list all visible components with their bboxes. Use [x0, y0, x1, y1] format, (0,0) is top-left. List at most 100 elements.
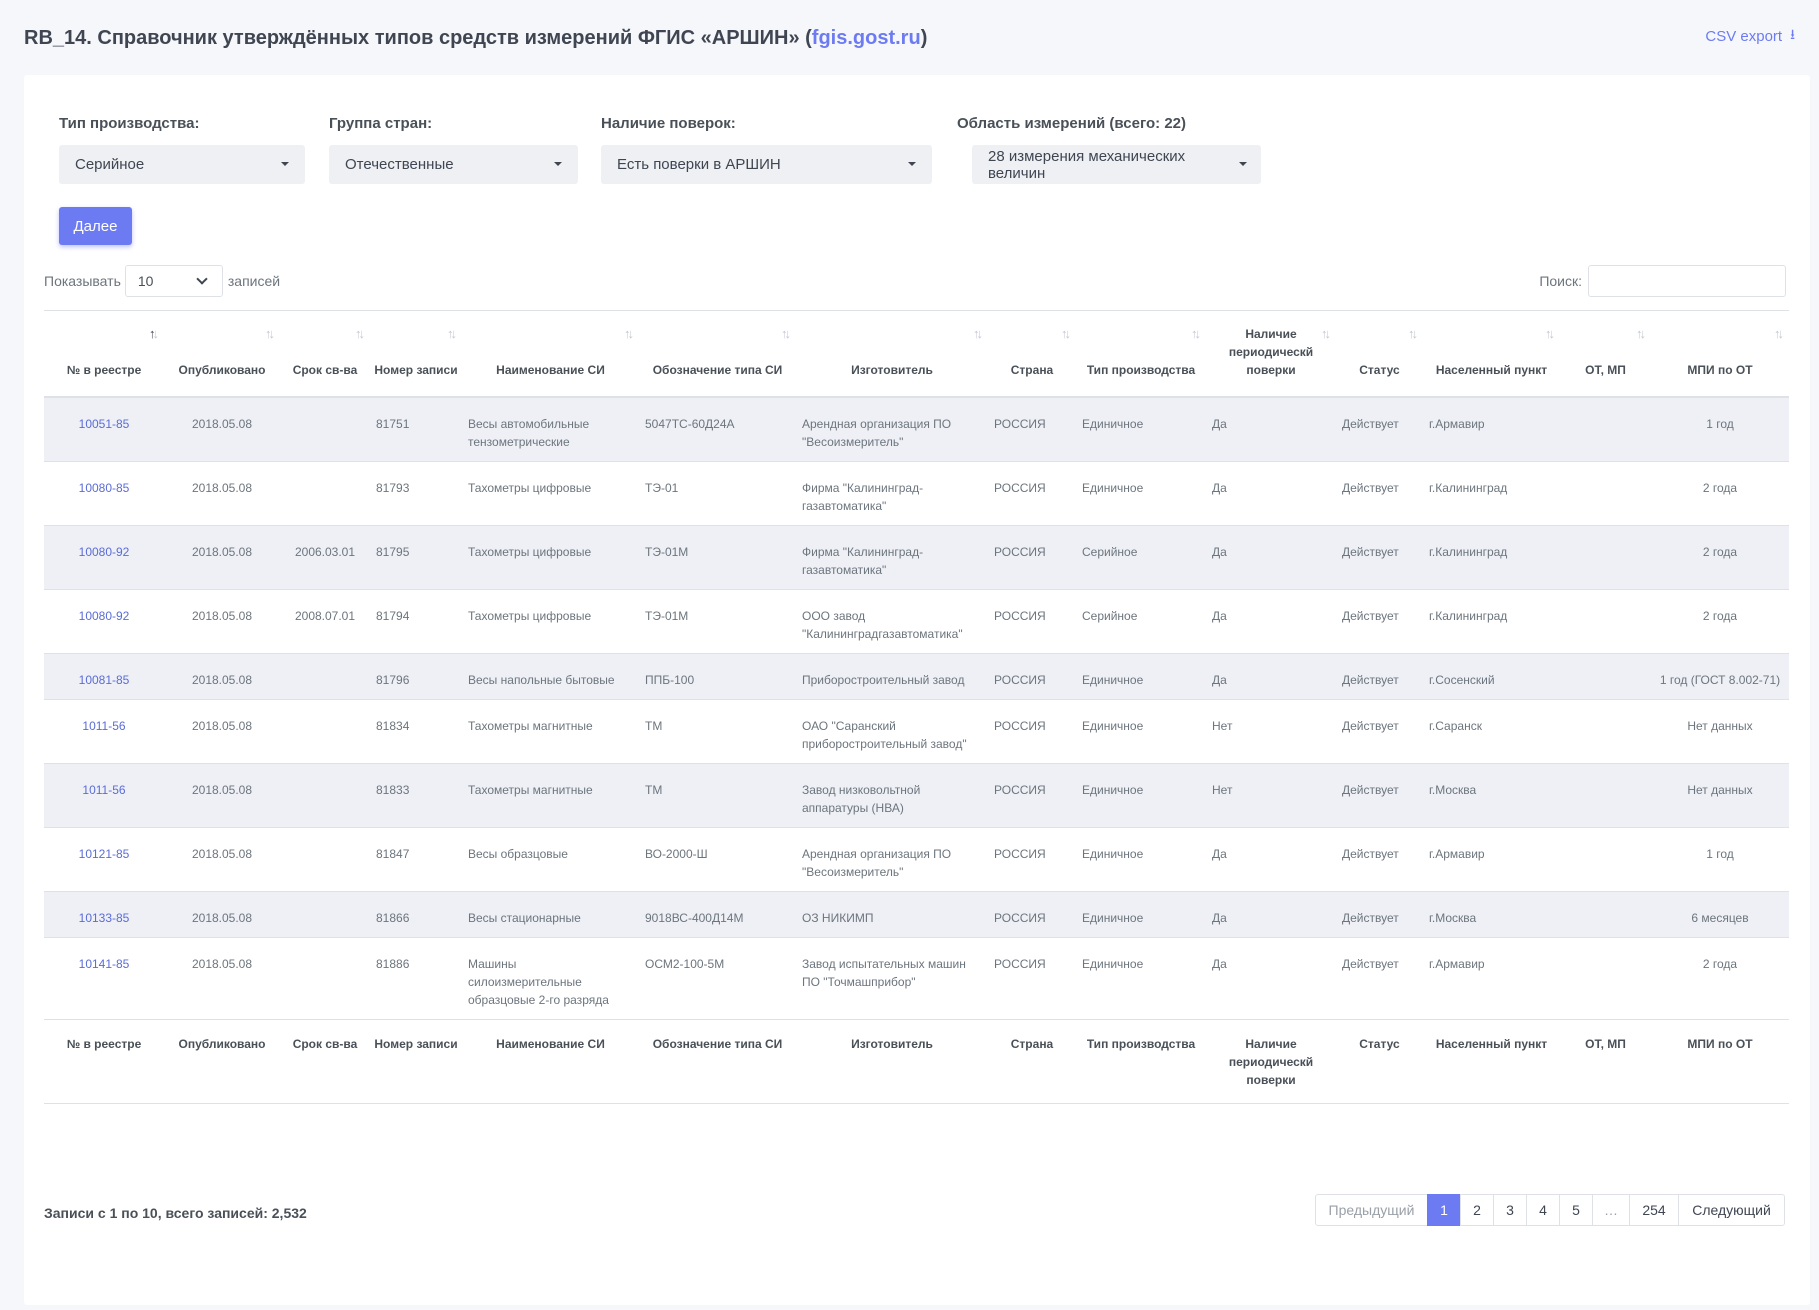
- table-cell: ТЭ-01М: [639, 589, 796, 654]
- registry-number-cell[interactable]: 10080-92: [44, 589, 164, 654]
- page-header: RB_14. Справочник утверждённых типов сре…: [24, 22, 1795, 54]
- table-row[interactable]: 10080-85 2018.05.08 81793 Тахометры цифровы…: [44, 461, 1789, 526]
- table-cell: Приборостроительный завод: [796, 653, 988, 700]
- table-cell: г.Калининград: [1423, 525, 1560, 590]
- registry-number-cell[interactable]: 10141-85: [44, 937, 164, 1020]
- registry-number-link[interactable]: 10081-85: [78, 672, 130, 687]
- table-cell: 81866: [370, 891, 462, 938]
- table-cell: Единичное: [1076, 891, 1206, 938]
- table-cell: Действует: [1336, 461, 1423, 526]
- table-cell: 81886: [370, 937, 462, 1020]
- registry-number-cell[interactable]: 10121-85: [44, 827, 164, 892]
- table-cell: Завод низковольтной аппаратуры (НВА): [796, 763, 988, 828]
- page-button[interactable]: 4: [1526, 1194, 1560, 1226]
- column-header[interactable]: Изготовитель ↑↓: [796, 310, 988, 398]
- registry-number-link[interactable]: 10080-92: [78, 544, 130, 559]
- table-cell: Действует: [1336, 827, 1423, 892]
- registry-number-cell[interactable]: 10133-85: [44, 891, 164, 938]
- table-cell: [280, 763, 370, 828]
- search-input[interactable]: [1588, 265, 1786, 297]
- verification-select[interactable]: Есть поверки в АРШИН: [601, 145, 932, 184]
- table-cell: Весы образцовые: [462, 827, 639, 892]
- prev-page-button[interactable]: Предыдущий: [1315, 1194, 1428, 1226]
- column-header[interactable]: Номер записи ↑↓: [370, 310, 462, 398]
- table-cell: 2 года: [1651, 461, 1789, 526]
- table-cell: ТМ: [639, 763, 796, 828]
- page-button[interactable]: 2: [1460, 1194, 1494, 1226]
- registry-number-cell[interactable]: 10080-85: [44, 461, 164, 526]
- registry-number-link[interactable]: 1011-56: [82, 782, 126, 797]
- table-cell: 2 года: [1651, 937, 1789, 1020]
- column-header[interactable]: ОТ, МП ↑↓: [1560, 310, 1651, 398]
- table-row[interactable]: 10080-92 2018.05.08 2006.03.01 81795 Тахомет…: [44, 525, 1789, 590]
- table-row[interactable]: 10121-85 2018.05.08 81847 Весы образцовые ВО…: [44, 827, 1789, 892]
- table-row[interactable]: 1011-56 2018.05.08 81834 Тахометры магнитны…: [44, 699, 1789, 764]
- table-cell: 81794: [370, 589, 462, 654]
- table-cell: 9018ВС-400Д14М: [639, 891, 796, 938]
- registry-number-cell[interactable]: 1011-56: [44, 763, 164, 828]
- table-cell: ТМ: [639, 699, 796, 764]
- measurement-area-select[interactable]: 28 измерения механических величин: [972, 145, 1261, 184]
- next-page-button[interactable]: Следующий: [1678, 1194, 1785, 1226]
- production-type-select[interactable]: Серийное: [59, 145, 305, 184]
- column-header[interactable]: Наличие периодическй поверки ↑↓: [1206, 310, 1336, 398]
- registry-number-link[interactable]: 10080-92: [78, 608, 130, 623]
- sort-icon: ↑↓: [447, 326, 457, 341]
- table-cell: 2018.05.08: [164, 396, 280, 462]
- column-header[interactable]: Наименование СИ ↑↓: [462, 310, 639, 398]
- page-button[interactable]: 1: [1427, 1194, 1461, 1226]
- registry-number-link[interactable]: 10121-85: [78, 846, 130, 861]
- sort-icon: ↑↓: [973, 326, 983, 341]
- registry-number-link[interactable]: 10080-85: [78, 480, 130, 495]
- table-cell: ТЭ-01: [639, 461, 796, 526]
- table-cell: ОСМ2-100-5М: [639, 937, 796, 1020]
- table-cell: [280, 937, 370, 1020]
- registry-number-cell[interactable]: 10080-92: [44, 525, 164, 590]
- table-cell: г.Армавир: [1423, 827, 1560, 892]
- country-group-select[interactable]: Отечественные: [329, 145, 578, 184]
- last-page-button[interactable]: 254: [1629, 1194, 1679, 1226]
- table-row[interactable]: 10080-92 2018.05.08 2008.07.01 81794 Тахомет…: [44, 589, 1789, 654]
- page-button[interactable]: 3: [1493, 1194, 1527, 1226]
- table-cell: Тахометры цифровые: [462, 461, 639, 526]
- table-row[interactable]: 10141-85 2018.05.08 81886 Машины силоизмери…: [44, 937, 1789, 1020]
- table-row[interactable]: 10081-85 2018.05.08 81796 Весы напольные бы…: [44, 653, 1789, 700]
- registry-number-link[interactable]: 1011-56: [82, 718, 126, 733]
- registry-number-cell[interactable]: 10051-85: [44, 396, 164, 462]
- column-footer: № в реестре: [44, 1018, 164, 1104]
- column-header[interactable]: Опубликовано ↑↓: [164, 310, 280, 398]
- column-header[interactable]: Срок св-ва ↑↓: [280, 310, 370, 398]
- column-header[interactable]: № в реестре ↑↓: [44, 310, 164, 398]
- table-cell: 2018.05.08: [164, 699, 280, 764]
- column-header[interactable]: Тип производства ↑↓: [1076, 310, 1206, 398]
- registry-number-link[interactable]: 10141-85: [78, 956, 130, 971]
- caret-down-icon: [554, 162, 562, 166]
- column-header[interactable]: Статус ↑↓: [1336, 310, 1423, 398]
- column-header[interactable]: Страна ↑↓: [988, 310, 1076, 398]
- table-cell: Действует: [1336, 763, 1423, 828]
- fgis-link[interactable]: fgis.gost.ru: [811, 26, 921, 49]
- registry-number-link[interactable]: 10051-85: [78, 416, 130, 431]
- registry-number-link[interactable]: 10133-85: [78, 910, 130, 925]
- table-cell: Действует: [1336, 699, 1423, 764]
- filters: Тип производства: Серийное Группа стран:…: [59, 115, 1759, 195]
- table-cell: [1560, 396, 1651, 462]
- column-header-label: Срок св-ва: [292, 362, 358, 377]
- column-header[interactable]: Населенный пункт ↑↓: [1423, 310, 1560, 398]
- table-row[interactable]: 10133-85 2018.05.08 81866 Весы стационарные…: [44, 891, 1789, 938]
- table-cell: [1560, 525, 1651, 590]
- page-button[interactable]: 5: [1559, 1194, 1593, 1226]
- next-button[interactable]: Далее: [59, 207, 132, 245]
- column-footer: Изготовитель: [796, 1018, 988, 1104]
- registry-number-cell[interactable]: 1011-56: [44, 699, 164, 764]
- csv-export-link[interactable]: CSV export ⭳: [1705, 24, 1795, 48]
- column-header[interactable]: Обозначение типа СИ ↑↓: [639, 310, 796, 398]
- column-header[interactable]: МПИ по ОТ ↑↓: [1651, 310, 1789, 398]
- page-length-select[interactable]: 10: [124, 265, 223, 297]
- filter-label: Наличие поверок:: [601, 115, 736, 132]
- column-footer: Обозначение типа СИ: [639, 1018, 796, 1104]
- table-row[interactable]: 10051-85 2018.05.08 81751 Весы автомобильны…: [44, 396, 1789, 462]
- sort-icon: ↑↓: [1321, 326, 1331, 341]
- table-row[interactable]: 1011-56 2018.05.08 81833 Тахометры магнитны…: [44, 763, 1789, 828]
- registry-number-cell[interactable]: 10081-85: [44, 653, 164, 700]
